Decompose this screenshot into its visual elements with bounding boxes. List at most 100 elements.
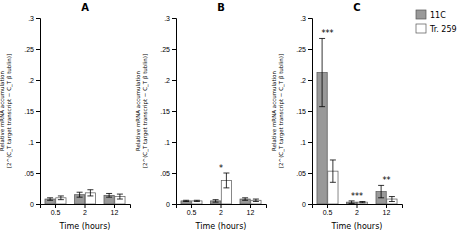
y-tick: .1 [28,139,40,146]
x-axis-line [177,205,267,209]
panel-title: C [353,2,360,13]
x-tick-label: 0.5 [323,209,333,216]
y-tick-mark [172,173,176,174]
y-tick-mark [36,111,40,112]
error-bar-stem [60,196,61,200]
error-bar-cap [213,199,219,200]
error-bar-cap [359,202,365,203]
y-tick-mark [36,49,40,50]
y-tick: .3 [300,15,312,22]
error-bar [106,193,112,197]
legend-label: 11C [430,11,446,20]
y-tick: .05 [296,170,312,177]
error-bar-stem [79,192,80,197]
y-tick-mark [308,80,312,81]
bar [357,202,367,204]
error-bar-cap [242,200,248,201]
y-tick-mark [172,204,176,205]
y-tick-mark [36,204,40,205]
y-tick-label: 0 [166,201,170,208]
error-bar-stem [322,38,323,106]
x-tick-label: 2 [219,209,223,216]
x-axis-line [41,205,131,209]
y-tick-label: .15 [296,108,306,115]
error-bar-cap [47,200,53,201]
x-tick-mark [55,204,56,208]
error-bar-cap [58,195,64,196]
error-bar-cap [117,199,123,200]
y-tick-label: .1 [164,139,170,146]
error-bar-cap [330,159,336,160]
y-tick-label: 0 [302,201,306,208]
y-axis-line [308,19,313,205]
error-bar-stem [332,160,333,182]
y-tick-label: .05 [24,170,34,177]
x-tick-label: 12 [383,209,391,216]
legend-swatch [416,24,426,33]
error-bar [330,160,336,182]
y-axis-line [36,19,41,205]
error-bar [87,190,93,196]
series [192,173,261,204]
x-tick: 2 [355,204,359,216]
y-axis-line [172,19,177,205]
error-bar-cap [194,200,200,201]
x-axis-title: Time (hours) [59,222,111,231]
y-tick-label: .15 [160,108,170,115]
y-tick: .25 [160,46,176,53]
legend-item: Tr. 259 [416,24,457,34]
error-bar [359,202,365,203]
y-tick: 0 [30,201,40,208]
error-bar [77,192,83,197]
y-tick-mark [172,142,176,143]
y-tick-mark [308,173,312,174]
panel: 0.05.1.15.2.25.30.5212ATime (hours)Relat… [0,2,131,231]
error-bar-cap [389,196,395,197]
error-bar-cap [359,201,365,202]
x-tick: 2 [219,204,223,216]
y-tick-mark [308,142,312,143]
plot-area [45,190,125,204]
error-bar-cap [77,192,83,193]
y-tick-label: .25 [296,46,306,53]
y-tick-label: .3 [164,15,170,22]
x-tick-mark [114,204,115,208]
series [328,160,397,204]
y-tick: .2 [28,77,40,84]
y-tick-mark [36,142,40,143]
y-tick: 0 [166,201,176,208]
legend: 11C Tr. 259 [416,10,457,34]
y-tick-mark [172,18,176,19]
y-tick: .15 [160,108,176,115]
x-tick-mark [250,204,251,208]
plot-area [181,173,261,204]
y-tick-mark [308,204,312,205]
x-tick-label: 2 [83,209,87,216]
panel: 0.05.1.15.2.25.30.5212*BTime (hours)Rela… [135,2,267,231]
y-tick-mark [308,18,312,19]
x-axis: 0.5 2 12 [313,204,403,216]
error-bar-cap [213,202,219,203]
significance-label: *** [321,29,333,38]
y-tick-mark [172,49,176,50]
x-tick: 2 [83,204,87,216]
y-tick-label: .25 [160,46,170,53]
error-bar [253,199,259,201]
y-axis-title-line: [2^(C_T target transcript − C_T β tublin… [6,54,13,168]
y-tick-label: .2 [164,77,170,84]
error-bar-stem [109,193,110,197]
y-tick-label: .05 [160,170,170,177]
y-tick: .1 [164,139,176,146]
error-bar [183,200,189,201]
error-bar-cap [223,173,229,174]
series [317,38,386,204]
y-tick-label: .05 [296,170,306,177]
y-tick-label: .1 [28,139,34,146]
error-bar [117,194,123,199]
y-tick: 0 [302,201,312,208]
error-bar-cap [242,197,248,198]
series [45,192,114,204]
legend-swatch [416,10,426,19]
y-axis-title-line: [2^(C_T target transcript − C_T β tublin… [142,54,149,168]
x-tick: 12 [383,204,391,216]
